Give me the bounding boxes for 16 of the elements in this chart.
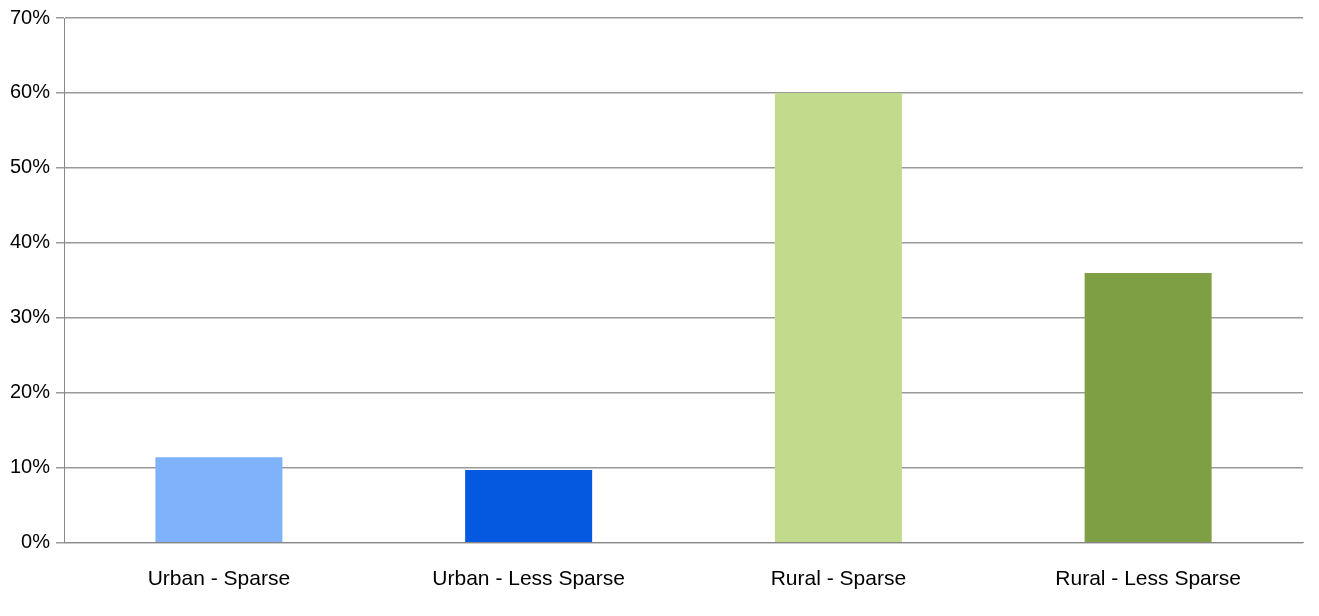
bar [1084,272,1212,543]
y-tick-label: 70% [10,5,51,28]
bar [465,470,593,543]
y-tick-label: 30% [10,305,51,328]
x-tick-label: Urban - Sparse [147,566,291,590]
x-tick-label: Rural - Less Sparse [1055,566,1241,590]
x-tick-label: Urban - Less Sparse [432,566,625,590]
y-tick-label: 50% [10,155,51,178]
y-tick-label: 10% [10,455,51,478]
x-tick-label: Rural - Sparse [770,566,907,590]
bar [155,457,283,543]
y-tick-label: 0% [21,530,51,553]
y-tick-label: 20% [10,380,51,403]
y-tick-label: 60% [10,80,51,103]
bar [774,92,902,543]
y-tick-label: 40% [10,230,51,253]
